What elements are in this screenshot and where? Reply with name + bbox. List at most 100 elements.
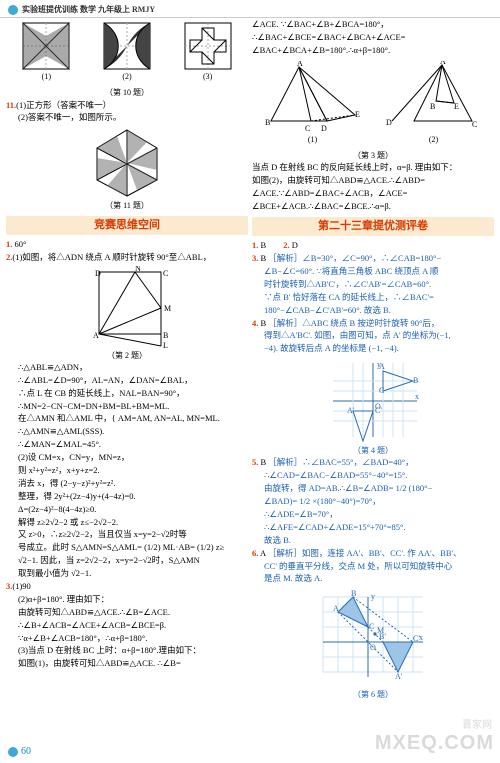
svg-text:B: B <box>351 589 356 598</box>
page-number: 60 <box>21 745 31 759</box>
a2-figure: D C B A L N M <box>6 266 248 348</box>
header-title: 实验班提优训练 数学 九年级上 RMJY <box>22 4 155 15</box>
svg-text:A: A <box>379 362 385 371</box>
q3-fig1-lab: (1) <box>263 134 363 145</box>
svg-text:E: E <box>454 102 459 111</box>
svg-text:A: A <box>297 61 303 68</box>
q11-figure <box>6 126 248 198</box>
b6-l0: 6. A ［解析］如图，连接 AA'、BB'、CC'. 作 AA'、BB'、 <box>252 548 494 560</box>
a2-l16: 号成立。此时 S△AMN=S△AML= (1/2) ML·AB= (1/2) z… <box>6 542 248 554</box>
svg-text:N: N <box>135 266 141 273</box>
a2-l14: 解得 z≥2√2−2 或 z≤−2√2−2. <box>6 517 248 529</box>
a3-l1: 3.(1)90 <box>6 581 248 593</box>
left-column: (1) (2) <box>6 18 248 701</box>
section-competition: 竞赛思维空间 <box>6 216 248 235</box>
b3-l5: 180°−∠CAB−∠C'AB'=60°. 故选 B. <box>252 305 494 317</box>
a3-l3: 由旋转可知△ABD≌△ACE.∴∠B=∠ACE. <box>6 607 248 619</box>
a2-l11: 消去 x，得 (2−y−z)²+y²=z². <box>6 478 248 490</box>
a2-l3: ∴∠ABL=∠D=90°，AL=AN，∠DAN=∠BAL， <box>6 375 248 387</box>
section-chapter23: 第二十三章提优测评卷 <box>252 217 494 236</box>
b4-l2: 得到△A'BC'. 如图，由图可知，点 A' 的坐标为(−1, <box>252 330 494 342</box>
svg-text:A': A' <box>347 406 355 415</box>
b6-caption: （第 6 题） <box>252 689 494 700</box>
b4-caption: （第 4 题） <box>252 445 494 456</box>
b3-anal: ［解析］∠B=30°，∠C=90°，∴∠CAB=180°− <box>268 253 441 263</box>
a2-l13: Δ=(2z−4)²−8(4−4z)≥0. <box>6 504 248 516</box>
a2-l4: ∴点 L 在 CB 的延长线上，NAL=BAN=90°， <box>6 388 248 400</box>
right-column: ∠ACE. ∵∠BAC+∠B+∠BCA=180°， ∴∠BAC+∠BCE=∠BA… <box>252 18 494 701</box>
rtop-l4: 当点 D 在射线 BC 的反向延长线上时，α=β. 理由如下： <box>252 162 494 174</box>
page-footer: 60 <box>8 745 31 759</box>
b5-l4: ∠BAD)= 1/2 ×(180°−40°)=70°， <box>252 496 494 508</box>
rtop-l1: ∠ACE. ∵∠BAC+∠B+∠BCA=180°， <box>252 19 494 31</box>
a2-l6: 在△AMN 和△AML 中，{ AM=AM, AN=AL, MN=ML. <box>6 413 248 425</box>
svg-text:A: A <box>333 604 339 613</box>
svg-text:D: D <box>95 269 101 278</box>
a2-l8: ∴∠MAN=∠MAL=45°. <box>6 439 248 451</box>
q11-line1: 11.(1)正方形（答案不唯一） <box>6 100 248 112</box>
svg-text:A': A' <box>395 672 403 681</box>
fig-1: (1) <box>22 22 70 83</box>
svg-text:A: A <box>440 61 446 66</box>
rtop-l3: ∠BAC+∠BCA+∠B=180°.∴α+β=180°. <box>252 45 494 57</box>
a3-l2: (2)α+β=180°. 理由如下： <box>6 594 248 606</box>
a2-l1: 2.(1)如图，将△ADN 绕点 A 顺时针旋转 90°至△ABL， <box>6 252 248 264</box>
svg-text:C: C <box>472 120 477 129</box>
page-header: 实验班提优训练 数学 九年级上 RMJY <box>0 0 500 18</box>
watermark-bottom: MXEQ.COM <box>375 729 494 757</box>
a2-caption: （第 2 题） <box>6 350 248 361</box>
b4-l3: −4). 故旋转后点 A 的坐标是 (−1, −4). <box>252 343 494 355</box>
svg-text:D: D <box>321 124 327 133</box>
svg-text:D: D <box>386 118 392 127</box>
b3-l2: ∠B−∠C=60°. ∵将直角三角板 ABC 绕顶点 A 顺 <box>252 266 494 278</box>
svg-text:C: C <box>305 124 310 133</box>
footer-icon <box>8 747 18 757</box>
rtop-l7: ∠BCE+∠ACB.∴∠BAC=∠BCE.∴α=β. <box>252 201 494 213</box>
a3-l4: ∴∠B+∠ACB=∠ACE+∠ACB=∠BCE=β. <box>6 620 248 632</box>
b4-figure: x y O A B C A' C' <box>252 357 494 443</box>
q10-figures: (1) (2) <box>6 22 248 83</box>
svg-text:B: B <box>413 376 418 385</box>
b6-figure: x y O M A B C B' C' A' <box>252 587 494 687</box>
a2-l17: √2−1. 因此，当 z=2√2−2，x=y=2−√2时，S△AMN <box>6 555 248 567</box>
q11-line2: (2)答案不唯一，如图所示。 <box>6 112 248 124</box>
a2-l5: ∴MN=2−CN−CM=DN+BM=BL+BM=ML. <box>6 401 248 413</box>
svg-text:E: E <box>355 110 360 119</box>
svg-text:C': C' <box>375 406 382 415</box>
b5-l2: ∴∠CAD=∠BAC−∠BAD=55°−40°=15°. <box>252 470 494 482</box>
svg-text:C: C <box>369 622 374 631</box>
b5-l7: 故选 B. <box>252 535 494 547</box>
svg-text:C: C <box>379 386 384 395</box>
q3-fig2: A D B E C (2) <box>384 61 484 146</box>
b5-l3: 由旋转，得 AD=AB.∴∠B=∠ADB= 1/2 (180°− <box>252 483 494 495</box>
fig-3: (3) <box>184 22 232 83</box>
a3-l6: (3)当点 D 在射线 BC 上时：α+β=180°.理由如下： <box>6 645 248 657</box>
fig1-label: (1) <box>22 71 70 82</box>
rtop-l2: ∴∠BAC+∠BCE=∠BAC+∠BCA+∠ACE= <box>252 32 494 44</box>
svg-text:C: C <box>163 269 168 278</box>
b3-l3: 时针旋转到△AB'C'，∴∠C'AB'=∠CAB=60°. <box>252 279 494 291</box>
svg-text:B: B <box>430 102 435 111</box>
svg-text:L: L <box>163 341 168 348</box>
fig-2: (2) <box>103 22 151 83</box>
b4-l0: 4. B ［解析］△ABC 绕点 B 按逆时针旋转 90°后， <box>252 318 494 330</box>
a1: 1. 60° <box>6 239 248 251</box>
b1: 1. B 2. D <box>252 240 494 252</box>
two-column-layout: (1) (2) <box>0 18 500 701</box>
svg-text:A: A <box>93 331 99 340</box>
q10-caption: （第 10 题） <box>6 87 248 98</box>
b5-l5: ∴∠ADE=∠B=70°， <box>252 509 494 521</box>
a3-l7: 如图(1)，由旋转可知△ABD≌△ACE. ∴∠B= <box>6 658 248 670</box>
a2-l18: 取到最小值为 √2−1. <box>6 568 248 580</box>
q3-fig1: A B C D E (1) <box>263 61 363 146</box>
a3-l5: ∵α+∠B+∠ACB=180°，∴α+β=180°. <box>6 633 248 645</box>
rtop-l5: 如图(2)，由旋转可知△ABD≌△ACE.∴∠ABD= <box>252 175 494 187</box>
a2-l7: ∴△AMN≌△AML(SSS). <box>6 426 248 438</box>
b3-l0: 3. B ［解析］∠B=30°，∠C=90°，∴∠CAB=180°− <box>252 253 494 265</box>
svg-text:x: x <box>415 392 419 401</box>
b5-l6: ∴∠AFE=∠CAD+∠ADE=15°+70°=85°. <box>252 522 494 534</box>
svg-text:B: B <box>163 331 168 340</box>
a2-l9: (2)设 CM=x，CN=y，MN=z， <box>6 452 248 464</box>
svg-text:C': C' <box>413 634 420 643</box>
fig2-label: (2) <box>103 71 151 82</box>
